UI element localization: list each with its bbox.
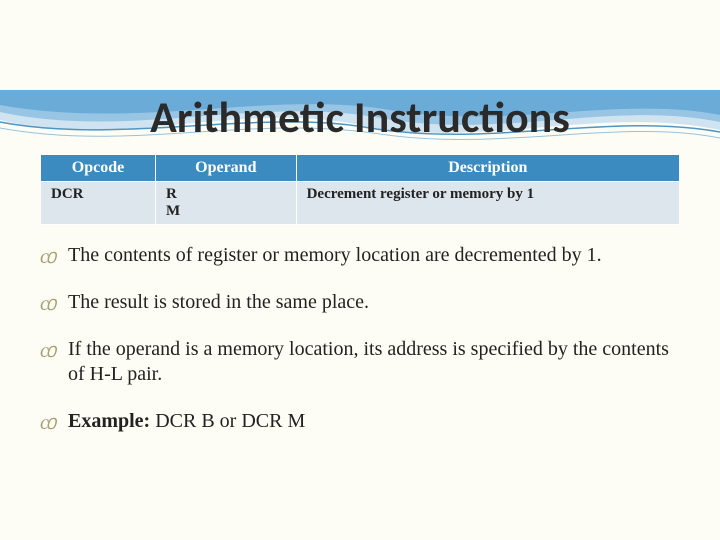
cell-description: Decrement register or memory by 1: [296, 182, 679, 225]
bullet-icon: c൦: [40, 339, 51, 364]
col-operand: Operand: [156, 155, 297, 182]
col-description: Description: [296, 155, 679, 182]
bullet-list: c൦ The contents of register or memory lo…: [40, 243, 680, 434]
bullet-item: c൦ The contents of register or memory lo…: [40, 243, 680, 268]
slide-title: Arithmetic Instructions: [40, 90, 680, 144]
bullet-text: The contents of register or memory locat…: [68, 244, 602, 266]
bullet-example: c൦ Example: DCR B or DCR M: [40, 409, 680, 434]
instruction-table: Opcode Operand Description DCR R M Decre…: [40, 154, 680, 225]
example-text: DCR B or DCR M: [150, 410, 305, 432]
bullet-item: c൦ If the operand is a memory location, …: [40, 337, 680, 387]
bullet-icon: c൦: [40, 292, 51, 317]
cell-operand: R M: [156, 182, 297, 225]
table-row: DCR R M Decrement register or memory by …: [41, 182, 680, 225]
col-opcode: Opcode: [41, 155, 156, 182]
example-label: Example:: [68, 410, 150, 432]
bullet-text: If the operand is a memory location, its…: [68, 338, 669, 385]
bullet-icon: c൦: [40, 245, 51, 270]
bullet-icon: c൦: [40, 411, 51, 436]
cell-opcode: DCR: [41, 182, 156, 225]
bullet-item: c൦ The result is stored in the same plac…: [40, 290, 680, 315]
bullet-text: The result is stored in the same place.: [68, 291, 369, 313]
